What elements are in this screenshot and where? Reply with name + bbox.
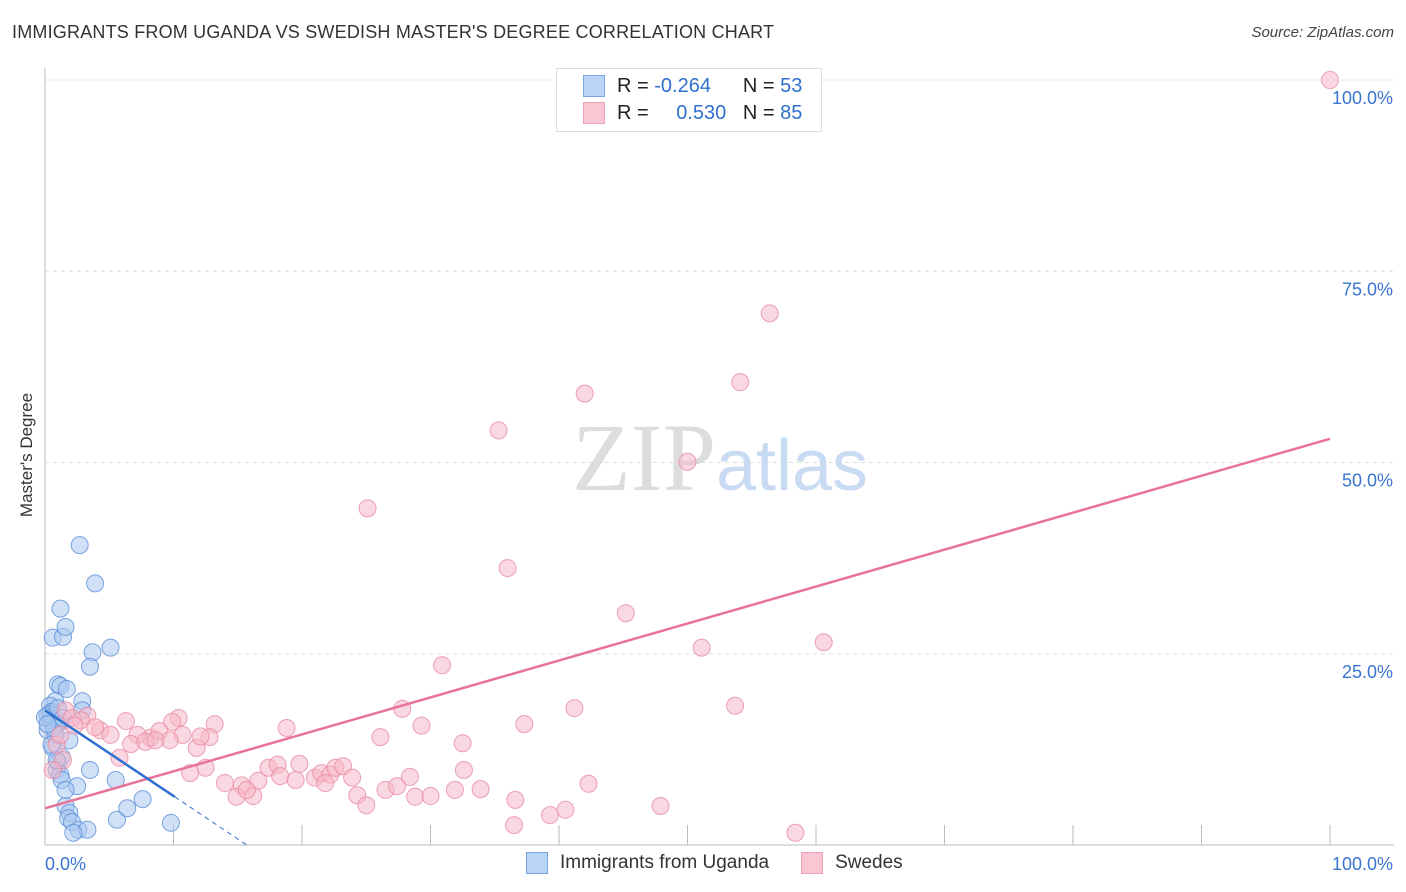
data-point-swedes — [471, 780, 490, 799]
legend-row-uganda: R = -0.264 N = 53 — [583, 73, 802, 99]
data-point-swedes — [286, 770, 305, 789]
data-point-swedes — [358, 499, 377, 518]
data-point-swedes — [575, 384, 594, 403]
data-point-swedes — [371, 728, 390, 747]
n-label: N = — [742, 74, 775, 97]
data-point-swedes — [101, 725, 120, 744]
data-point-uganda — [56, 780, 75, 799]
x-tick-label: 0.0% — [45, 854, 86, 874]
data-point-swedes — [616, 604, 635, 623]
data-point-swedes — [290, 754, 309, 773]
data-point-swedes — [541, 806, 560, 825]
legend-label-uganda: Immigrants from Uganda — [560, 852, 770, 873]
chart-title: IMMIGRANTS FROM UGANDA VS SWEDISH MASTER… — [12, 22, 775, 42]
data-point-swedes — [678, 452, 697, 471]
legend-row-swedes: R = 0.530 N = 85 — [583, 100, 802, 126]
legend-swatch-pink — [801, 852, 824, 874]
series-legend: Immigrants from Uganda Swedes — [526, 852, 903, 874]
data-point-uganda — [133, 790, 152, 809]
data-point-uganda — [80, 657, 99, 676]
data-point-swedes — [116, 712, 135, 731]
data-point-uganda — [118, 799, 137, 818]
x-tick-label: 100.0% — [1332, 854, 1393, 874]
r-value: -0.264 — [654, 74, 711, 97]
data-point-uganda — [101, 638, 120, 657]
r-value: 0.530 — [676, 101, 727, 124]
data-point-uganda — [70, 536, 89, 555]
legend-label-swedes: Swedes — [835, 852, 903, 873]
y-tick-label: 100.0% — [1332, 88, 1393, 108]
data-point-swedes — [453, 734, 472, 753]
legend-swatch-pink — [583, 102, 605, 124]
data-point-swedes — [579, 774, 598, 793]
data-point-swedes — [191, 727, 210, 746]
data-point-swedes — [565, 699, 584, 718]
trend-line-uganda-extension — [174, 796, 248, 846]
data-point-uganda — [64, 823, 83, 842]
data-point-swedes — [237, 780, 256, 799]
data-point-swedes — [731, 373, 750, 392]
data-point-swedes — [454, 761, 473, 780]
data-point-swedes — [498, 559, 517, 578]
trend-line-uganda — [44, 709, 176, 798]
data-point-uganda — [57, 679, 76, 698]
data-point-swedes — [388, 777, 407, 796]
data-point-uganda — [38, 715, 57, 734]
data-point-swedes — [760, 304, 779, 323]
n-label: N = — [742, 101, 775, 124]
r-label: R = — [617, 101, 649, 124]
data-point-swedes — [400, 767, 419, 786]
watermark: ZIPatlas — [572, 404, 868, 511]
trend-line-swedes — [44, 437, 1331, 810]
data-point-uganda — [56, 617, 75, 636]
data-point-swedes — [343, 768, 362, 787]
data-point-uganda — [107, 810, 126, 829]
data-point-swedes — [421, 787, 440, 806]
data-point-swedes — [556, 800, 575, 819]
data-point-swedes — [357, 796, 376, 815]
y-tick-label: 75.0% — [1342, 279, 1393, 299]
n-value: 85 — [780, 101, 803, 124]
data-point-uganda — [86, 574, 105, 593]
data-point-swedes — [515, 715, 534, 734]
data-point-swedes — [814, 633, 833, 652]
data-point-uganda — [51, 599, 70, 618]
legend-swatch-blue — [583, 75, 605, 97]
legend-swatch-blue — [526, 852, 548, 874]
data-point-swedes — [1321, 71, 1339, 89]
data-point-swedes — [215, 774, 234, 793]
data-point-swedes — [726, 696, 745, 715]
data-point-swedes — [489, 421, 508, 440]
data-point-swedes — [651, 796, 670, 815]
data-point-uganda — [80, 761, 99, 780]
data-point-swedes — [786, 823, 805, 842]
source-label: Source: ZipAtlas.com — [1251, 24, 1394, 41]
data-point-swedes — [51, 725, 70, 744]
data-point-swedes — [271, 767, 290, 786]
data-point-swedes — [86, 718, 105, 737]
data-point-swedes — [433, 656, 452, 675]
data-point-swedes — [445, 780, 464, 799]
data-point-swedes — [506, 790, 525, 809]
data-point-uganda — [161, 813, 180, 832]
stats-legend: R = -0.264 N = 53 R = 0.530 N = 85 — [556, 68, 822, 132]
n-value: 53 — [780, 74, 803, 97]
data-point-swedes — [277, 718, 296, 737]
data-point-swedes — [146, 731, 165, 750]
data-point-swedes — [692, 638, 711, 657]
r-label: R = — [617, 74, 649, 97]
data-point-swedes — [505, 816, 524, 835]
data-point-swedes — [316, 774, 335, 793]
data-point-swedes — [43, 761, 62, 780]
y-tick-label: 25.0% — [1342, 662, 1393, 682]
y-tick-label: 50.0% — [1342, 471, 1393, 491]
data-point-swedes — [406, 787, 425, 806]
data-point-swedes — [163, 712, 182, 731]
data-point-swedes — [412, 716, 431, 735]
